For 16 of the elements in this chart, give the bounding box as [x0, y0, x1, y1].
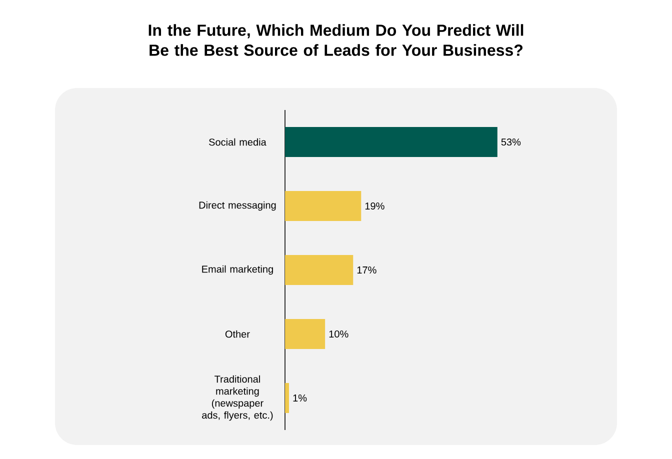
y-tick-label: Direct messaging: [199, 201, 276, 211]
y-tick-label: Email marketing: [202, 265, 273, 275]
y-tick-label: Traditional marketing (newspaper ads, flyers, etc.): [202, 375, 273, 421]
data-label: 10%: [329, 330, 348, 338]
data-label: 53%: [501, 138, 521, 146]
bar: [285, 319, 326, 350]
data-label: 17%: [357, 266, 376, 274]
bar: [285, 127, 498, 158]
chart-title: In the Future, Which Medium Do You Predict Will Be the Best Source of Leads for Your Business?: [148, 24, 524, 56]
y-tick-label: Other: [225, 330, 250, 338]
data-label: 1%: [293, 394, 307, 402]
y-tick-label: Social media: [209, 138, 266, 146]
data-label: 19%: [365, 202, 384, 210]
bar: [285, 255, 354, 286]
bar: [285, 191, 362, 222]
bar: [285, 383, 290, 414]
